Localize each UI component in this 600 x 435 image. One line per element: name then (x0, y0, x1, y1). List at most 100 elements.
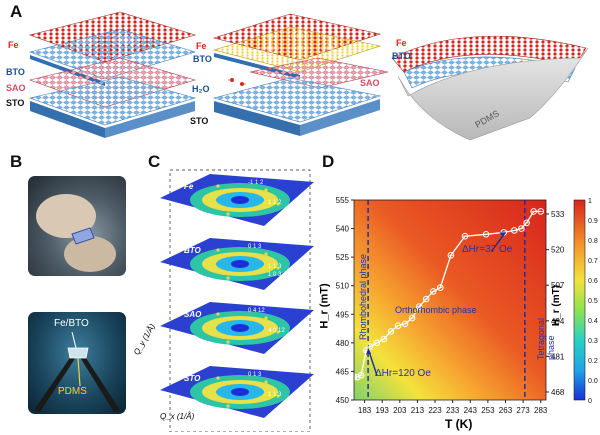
stack-3-layers (391, 35, 589, 141)
label-sto-2: STO (190, 116, 209, 126)
label-pdms-b: PDMS (58, 386, 87, 397)
y2-tick-label: 533 (551, 210, 565, 219)
rsm-peak (276, 266, 280, 270)
hr-series-point (380, 335, 388, 343)
y-tick-label: 555 (336, 196, 350, 205)
label-fe-bto: Fe/BTO (54, 318, 89, 329)
label-sao-2: SAO (360, 78, 380, 88)
rsm-peak (264, 252, 268, 256)
arrow-dhr2-head (499, 232, 506, 237)
panel-letter-c: C (148, 152, 161, 171)
annot-ortho: Orthorhombic phase (395, 305, 477, 315)
rsm-axis-x: Q_x (1/Å) (160, 412, 195, 421)
colorbar-tick-label: 0.3 (588, 338, 598, 345)
colorbar-tick-label: 0.2 (588, 358, 598, 365)
x-tick-label: 193 (376, 406, 390, 415)
rsm-center (231, 260, 249, 268)
rsm-peak (216, 248, 220, 252)
y2-tick-label: 481 (551, 352, 565, 361)
hr-series-point (401, 320, 409, 328)
y-tick-label: 465 (336, 367, 350, 376)
hr-series-point (429, 288, 437, 295)
annot-tetra: Tetragonal phase (536, 317, 556, 360)
rsm-layer-bto: BTO 0 1 3 1 1 3 1 0 3 (160, 238, 314, 290)
panel-c-rsm: Fe -1 1 2 1 1 2 BTO 0 1 3 1 1 3 1 0 3 SAO 0 4 12… (160, 169, 314, 432)
rsm-peak (264, 316, 268, 320)
rsm-layer-fe: Fe -1 1 2 1 1 2 (160, 174, 314, 226)
colorbar-tick-label: 1 (588, 198, 592, 205)
panel-letter-b: B (10, 152, 23, 171)
panel-letter-a: A (10, 2, 23, 21)
annot-rhombo: Rhombohedral phase (358, 253, 368, 340)
chart-xlabel: T (K) (445, 417, 473, 431)
y-tick-label: 525 (336, 253, 350, 262)
colorbar-tick-label: 0.4 (588, 318, 598, 325)
rsm-layer-sao: SAO 0 4 12 4 0 12 (160, 302, 314, 354)
hr-series-point (387, 328, 395, 335)
arrow-dhr2 (490, 231, 507, 252)
hr-series-point (482, 230, 490, 238)
arrow-dhr1-head (366, 348, 372, 355)
label-fe-1: Fe (8, 40, 19, 50)
x-tick-label: 223 (428, 406, 442, 415)
label-bto-1: BTO (6, 67, 25, 77)
y-tick-label: 540 (336, 225, 350, 234)
hr-series-point (537, 208, 545, 215)
rsm-spot-label: 1 1 3 (268, 392, 282, 398)
rsm-peak (264, 380, 268, 384)
x-tick-label: 243 (464, 406, 478, 415)
y2-tick-label: 520 (551, 246, 565, 255)
hr-series-point (422, 295, 430, 303)
rsm-peak (226, 340, 230, 344)
chart-ylabel: H_r (mT) (318, 283, 331, 329)
rsm-peak (264, 188, 268, 192)
colorbar-tick-label: 0.8 (588, 238, 598, 245)
x-tick-label: 273 (516, 406, 530, 415)
rsm-layer-name: SAO (184, 310, 202, 319)
panel-a-schematic (28, 11, 589, 141)
rsm-layer-name: STO (184, 374, 201, 383)
label-bto-2: BTO (193, 54, 212, 64)
rsm-spot-label: 4 0 12 (268, 328, 285, 334)
panel-d-chart: 183 193 203 213 223 233 243 253 263 273 283 450 465 4… (336, 196, 598, 415)
stack-2-layers (212, 13, 389, 136)
y2-tick-label: 507 (551, 281, 565, 290)
x-tick-label: 263 (499, 406, 513, 415)
y-tick-label: 450 (336, 396, 350, 405)
rsm-peak (216, 376, 220, 380)
rsm-layer-sto: STO 0 1 3 1 1 3 (160, 366, 314, 418)
hr-series-point (366, 343, 374, 350)
rsm-spot-label: 1 0 3 (268, 272, 282, 278)
hr-series-point (357, 371, 365, 379)
hr-series-point (373, 339, 381, 347)
rsm-center (231, 388, 249, 396)
rsm-spot-label: 0 1 3 (248, 372, 262, 378)
panel-letter-d: D (322, 152, 335, 171)
label-fe-2: Fe (196, 41, 207, 51)
label-bto-3: BTO (392, 51, 411, 61)
rsm-peak (216, 312, 220, 316)
hr-series-point (461, 232, 469, 240)
rsm-peak (276, 202, 280, 206)
y2-tick-label: 494 (551, 317, 565, 326)
hr-series-point (447, 251, 455, 259)
rsm-layer-name: Fe (184, 182, 194, 191)
photo-tweezers (28, 312, 126, 414)
rsm-spot-label: 1 1 3 (268, 264, 282, 270)
hr-series-point (518, 225, 525, 232)
hr-series-point (354, 373, 361, 381)
hr-series-point (408, 314, 416, 322)
colorbar-tick-label: 0.5 (588, 298, 598, 305)
y-tick-label: 480 (336, 339, 350, 348)
rsm-center (231, 196, 249, 204)
rsm-peak (226, 276, 230, 280)
rsm-spot-label: 0 4 12 (248, 308, 265, 314)
stack-1-layers (28, 11, 197, 138)
x-tick-label: 183 (358, 406, 372, 415)
label-h2o: H₂O (192, 84, 210, 94)
x-tick-label: 213 (411, 406, 425, 415)
hr-series-point (530, 208, 537, 215)
y-tick-label: 495 (336, 310, 350, 319)
x-tick-label: 233 (446, 406, 460, 415)
rsm-spot-label: 0 1 3 (248, 244, 262, 250)
